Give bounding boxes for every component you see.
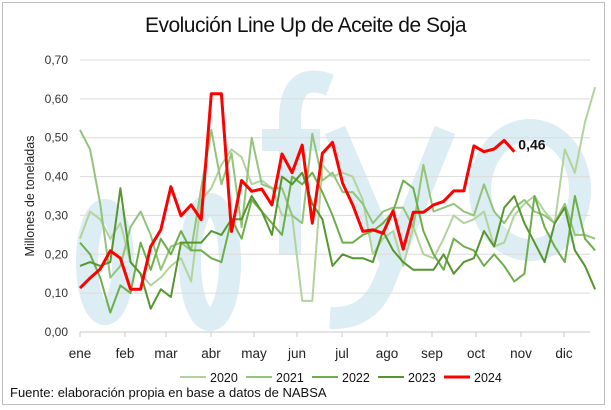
logo-letter-o <box>179 193 241 331</box>
x-tick-label: ene <box>69 346 92 361</box>
source-note: Fuente: elaboración propia en base a dat… <box>10 385 327 400</box>
x-tick-label: jun <box>287 346 306 361</box>
y-tick-label: 0,60 <box>45 92 69 106</box>
x-tick-label: may <box>241 346 267 361</box>
legend-label-2023: 2023 <box>408 371 436 385</box>
x-tick-label: ago <box>376 346 399 361</box>
x-tick-label: nov <box>510 346 532 361</box>
legend-label-2022: 2022 <box>342 371 370 385</box>
y-tick-label: 0,50 <box>45 131 69 145</box>
y-tick-label: 0,70 <box>45 53 69 67</box>
x-tick-label: sep <box>421 346 443 361</box>
watermark-logo <box>76 70 591 331</box>
y-axis-label: Millones de toneladas <box>23 136 37 257</box>
series-line-2023 <box>79 171 597 310</box>
logo-letter-f <box>262 70 334 255</box>
last-value-label: 0,46 <box>518 137 545 153</box>
series-line-2021 <box>79 128 596 279</box>
legend-label-2024: 2024 <box>474 371 502 385</box>
y-tick-label: 0,00 <box>45 325 69 339</box>
y-tick-label: 0,40 <box>45 170 69 184</box>
x-tick-label: mar <box>154 346 178 361</box>
chart-frame <box>2 2 605 405</box>
x-tick-label: oct <box>467 346 485 361</box>
y-tick-label: 0,20 <box>45 247 69 261</box>
series-line-2022 <box>79 171 596 314</box>
series-line-2024 <box>78 92 516 291</box>
y-tick-label: 0,30 <box>45 208 69 222</box>
x-tick-label: dic <box>555 346 573 361</box>
logo-letter-o <box>469 119 591 261</box>
legend-label-2020: 2020 <box>210 371 238 385</box>
series-line-2020 <box>79 86 597 302</box>
x-tick-label: feb <box>116 346 135 361</box>
y-tick-label: 0,10 <box>45 286 69 300</box>
chart-title: Evolución Line Up de Aceite de Soja <box>144 14 467 37</box>
x-tick-label: abr <box>201 346 221 361</box>
legend-label-2021: 2021 <box>276 371 304 385</box>
x-tick-label: jul <box>334 346 349 361</box>
